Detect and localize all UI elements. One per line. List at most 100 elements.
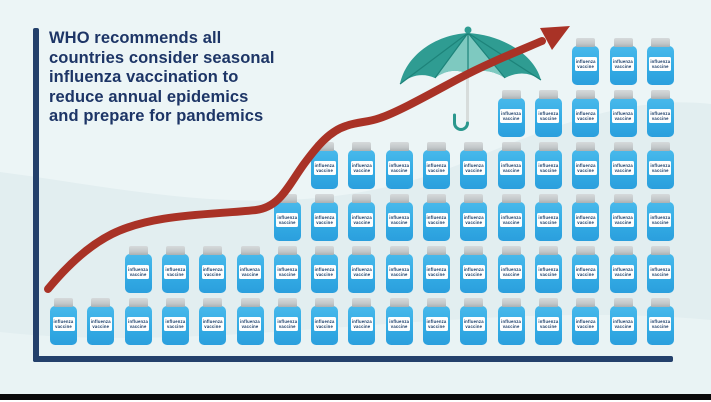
arrowhead (540, 26, 570, 50)
vial-label: influenza vaccine (239, 265, 261, 279)
vial-cap (315, 142, 335, 151)
vial-cap (389, 194, 409, 203)
umbrella-ribs (399, 32, 542, 85)
vial-cap (91, 298, 111, 307)
vaccine-vial: influenza vaccine (273, 246, 301, 293)
vial-label: influenza vaccine (127, 317, 150, 331)
vial-label: influenza vaccine (537, 317, 560, 331)
umbrella-hook (453, 113, 469, 131)
vial-label: influenza vaccine (649, 161, 672, 175)
vial-cap (315, 298, 335, 307)
vial-cap (203, 298, 223, 307)
vaccine-vial: influenza vaccine (273, 194, 301, 241)
vaccine-vial: influenza vaccine (609, 246, 637, 293)
vial-label: influenza vaccine (350, 161, 373, 175)
vaccine-vial: influenza vaccine (385, 194, 413, 241)
vaccine-vial: influenza vaccine (534, 298, 562, 345)
umbrella-icon (399, 26, 542, 131)
vial-cap (352, 142, 372, 151)
vial-cap (165, 298, 185, 307)
vaccine-vial: influenza vaccine (161, 298, 189, 345)
vial-label: influenza vaccine (127, 265, 150, 279)
bottom-white-strip (0, 400, 711, 402)
vial-label: influenza vaccine (276, 213, 299, 227)
vial-label: influenza vaccine (649, 265, 672, 279)
vial-label: influenza vaccine (574, 57, 597, 71)
vial-cap (501, 142, 521, 151)
vaccine-vial: influenza vaccine (497, 90, 525, 137)
vial-cap (427, 142, 446, 151)
vial-label: influenza vaccine (388, 317, 411, 331)
vaccine-vial: influenza vaccine (497, 142, 525, 189)
vial-cap (427, 194, 446, 203)
vial-cap (277, 246, 297, 255)
vial-label: influenza vaccine (649, 109, 672, 123)
vial-cap (128, 246, 148, 255)
vial-label: influenza vaccine (313, 265, 336, 279)
vial-label: influenza vaccine (612, 213, 634, 227)
vaccine-vial: influenza vaccine (423, 142, 450, 189)
vial-cap (352, 298, 372, 307)
vial-cap (128, 298, 148, 307)
vial-label: influenza vaccine (500, 161, 523, 175)
vial-cap (352, 246, 372, 255)
wave-shape-top (0, 0, 711, 201)
vaccine-vial: influenza vaccine (124, 246, 152, 293)
vaccine-vial: influenza vaccine (609, 298, 637, 345)
vaccine-vial: influenza vaccine (646, 298, 674, 345)
vial-cap (501, 246, 521, 255)
vial-cap (240, 246, 260, 255)
vaccine-vial: influenza vaccine (646, 142, 674, 189)
vaccine-vial: influenza vaccine (348, 298, 376, 345)
vaccine-vial: influenza vaccine (497, 298, 525, 345)
umbrella-nub (464, 26, 472, 34)
vial-label: influenza vaccine (89, 317, 112, 331)
vial-label: influenza vaccine (350, 213, 373, 227)
vial-label: influenza vaccine (388, 213, 411, 227)
vaccine-vial: influenza vaccine (534, 142, 562, 189)
vial-label: influenza vaccine (388, 265, 411, 279)
vial-label: influenza vaccine (164, 317, 187, 331)
vial-label: influenza vaccine (500, 109, 523, 123)
vaccine-vial: influenza vaccine (609, 194, 637, 241)
vial-cap (650, 298, 670, 307)
vaccine-vial: influenza vaccine (385, 246, 413, 293)
vial-label: influenza vaccine (537, 161, 560, 175)
vaccine-vial: influenza vaccine (609, 38, 637, 85)
vaccine-vial: influenza vaccine (348, 142, 376, 189)
vial-cap (165, 246, 185, 255)
vaccine-vial: influenza vaccine (385, 142, 413, 189)
vaccine-vial: influenza vaccine (311, 246, 339, 293)
vial-label: influenza vaccine (350, 265, 373, 279)
vaccine-vial: influenza vaccine (646, 194, 674, 241)
vial-cap (650, 90, 670, 99)
vial-cap (650, 38, 670, 47)
vaccine-vial: influenza vaccine (199, 298, 227, 345)
vial-cap (464, 142, 484, 151)
vial-label: influenza vaccine (313, 213, 336, 227)
vial-cap (650, 142, 670, 151)
vaccine-vial: influenza vaccine (572, 298, 600, 345)
vial-label: influenza vaccine (574, 265, 597, 279)
vial-label: influenza vaccine (425, 265, 448, 279)
vaccine-vial: influenza vaccine (460, 298, 488, 345)
vaccine-vial: influenza vaccine (534, 194, 562, 241)
vial-cap (576, 38, 596, 47)
vial-label: influenza vaccine (462, 161, 485, 175)
vial-cap (389, 142, 409, 151)
vial-cap (576, 298, 596, 307)
vaccine-vial: influenza vaccine (236, 298, 264, 345)
vial-label: influenza vaccine (649, 57, 672, 71)
vial-label: influenza vaccine (462, 317, 485, 331)
vial-label: influenza vaccine (612, 161, 634, 175)
vaccine-vial: influenza vaccine (497, 246, 525, 293)
vaccine-vial: influenza vaccine (572, 246, 600, 293)
vaccine-vial: influenza vaccine (423, 298, 450, 345)
vaccine-vial: influenza vaccine (87, 298, 115, 345)
vaccine-vial: influenza vaccine (348, 246, 376, 293)
vial-cap (54, 298, 73, 307)
vial-label: influenza vaccine (649, 213, 672, 227)
vial-cap (464, 194, 484, 203)
vial-label: influenza vaccine (276, 265, 299, 279)
